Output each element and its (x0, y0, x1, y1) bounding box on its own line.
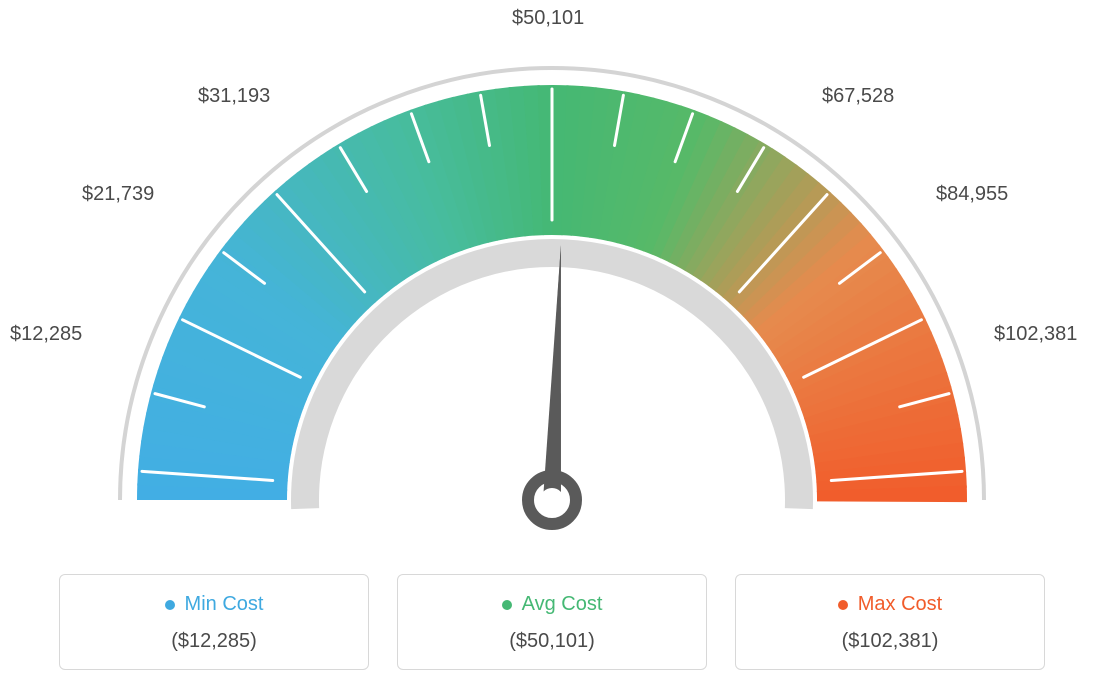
legend-label-min: Min Cost (185, 593, 264, 616)
cost-gauge-widget: $12,285 $21,739 $31,193 $50,101 $67,528 $84,9… (0, 0, 1104, 690)
legend-label-max: Max Cost (858, 593, 942, 616)
gauge-tick-label: $84,955 (936, 183, 1008, 206)
gauge-tick-label: $50,101 (512, 7, 584, 30)
legend-value-max: ($102,381) (746, 630, 1034, 653)
legend-card-min: Min Cost ($12,285) (59, 574, 369, 670)
gauge-tick-label: $31,193 (198, 85, 270, 108)
gauge-chart (0, 0, 1104, 560)
legend-value-min: ($12,285) (70, 630, 358, 653)
legend-value-avg: ($50,101) (408, 630, 696, 653)
legend-title-avg: Avg Cost (502, 593, 603, 616)
gauge-tick-label: $21,739 (82, 183, 154, 206)
gauge-tick-label: $67,528 (822, 85, 894, 108)
legend-title-min: Min Cost (165, 593, 264, 616)
legend-dot-max (838, 600, 848, 610)
legend-label-avg: Avg Cost (522, 593, 603, 616)
legend-card-avg: Avg Cost ($50,101) (397, 574, 707, 670)
legend-row: Min Cost ($12,285) Avg Cost ($50,101) Ma… (0, 574, 1104, 670)
gauge-tick-label: $102,381 (994, 323, 1077, 346)
gauge-area: $12,285 $21,739 $31,193 $50,101 $67,528 $84,9… (0, 0, 1104, 560)
legend-dot-min (165, 600, 175, 610)
gauge-tick-label: $12,285 (10, 323, 82, 346)
legend-dot-avg (502, 600, 512, 610)
legend-title-max: Max Cost (838, 593, 942, 616)
legend-card-max: Max Cost ($102,381) (735, 574, 1045, 670)
